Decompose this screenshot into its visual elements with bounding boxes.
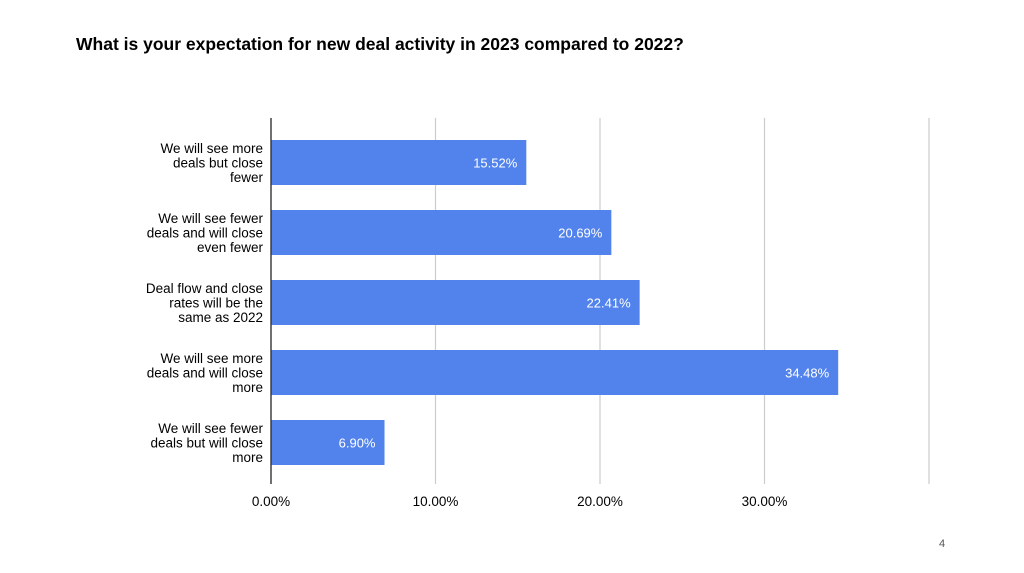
category-label: more xyxy=(232,450,263,465)
page-number: 4 xyxy=(938,538,946,550)
bar xyxy=(271,280,640,325)
bar-value-label: 20.69% xyxy=(558,226,603,241)
bar-value-label: 15.52% xyxy=(473,156,518,171)
category-label: more xyxy=(232,380,263,395)
category-label: We will see more xyxy=(160,351,263,366)
category-label: Deal flow and close xyxy=(146,281,263,296)
category-label: deals and will close xyxy=(147,226,263,241)
bar-value-label: 6.90% xyxy=(339,436,376,451)
x-tick-label: 20.00% xyxy=(577,494,623,509)
bar xyxy=(271,210,612,255)
category-label: same as 2022 xyxy=(178,310,263,325)
category-label: even fewer xyxy=(197,240,264,255)
category-label: We will see fewer xyxy=(158,211,263,226)
chart-title: What is your expectation for new deal ac… xyxy=(76,34,684,54)
category-label: We will see more xyxy=(160,141,263,156)
category-label: rates will be the xyxy=(169,296,263,311)
category-label: We will see fewer xyxy=(158,421,263,436)
x-tick-label: 0.00% xyxy=(252,494,290,509)
bar xyxy=(271,140,527,185)
x-tick-label: 10.00% xyxy=(413,494,459,509)
bar xyxy=(271,350,839,395)
bar xyxy=(271,420,385,465)
category-label: deals but will close xyxy=(150,436,263,451)
x-tick-label: 30.00% xyxy=(742,494,788,509)
category-label: deals and will close xyxy=(147,366,263,381)
category-label: fewer xyxy=(230,170,264,185)
category-label: deals but close xyxy=(173,156,263,171)
bar-value-label: 22.41% xyxy=(587,296,632,311)
bar-value-label: 34.48% xyxy=(785,366,830,381)
